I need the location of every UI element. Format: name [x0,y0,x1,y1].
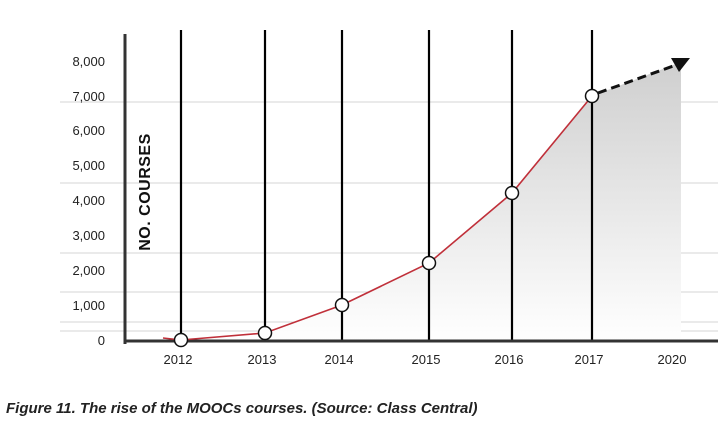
y-tick-label: 0 [98,333,105,348]
data-point [584,88,600,104]
year-lines [179,30,594,340]
data-point [257,325,273,341]
x-tick-label: 2012 [164,352,193,367]
data-point [421,255,437,271]
projection-arrowhead [671,58,690,72]
y-tick-label: 7,000 [72,89,105,104]
data-markers [173,88,600,348]
y-tick-label: 5,000 [72,158,105,173]
x-tick-label: 2020 [658,352,687,367]
data-point [173,332,189,348]
data-point [504,185,520,201]
y-tick-label: 1,000 [72,298,105,313]
x-tick-label: 2016 [495,352,524,367]
y-tick-label: 6,000 [72,123,105,138]
y-tick-label: 3,000 [72,228,105,243]
figure-caption: Figure 11. The rise of the MOOCs courses… [6,400,478,417]
chart: 0 1,000 2,000 3,000 4,000 5,000 6,000 7,000 8,00… [60,30,718,367]
x-tick-label: 2015 [412,352,441,367]
y-tick-labels: 0 1,000 2,000 3,000 4,000 5,000 6,000 7,000 8,00… [72,54,105,348]
y-axis-title: NO. COURSES [137,133,154,251]
x-tick-label: 2017 [575,352,604,367]
x-tick-labels: 2012 2013 2014 2015 2016 2017 2020 [164,352,687,367]
x-tick-label: 2014 [325,352,354,367]
y-tick-label: 2,000 [72,263,105,278]
y-tick-label: 8,000 [72,54,105,69]
y-tick-label: 4,000 [72,193,105,208]
data-point [334,297,350,313]
area-fill [163,62,681,341]
x-tick-label: 2013 [248,352,277,367]
